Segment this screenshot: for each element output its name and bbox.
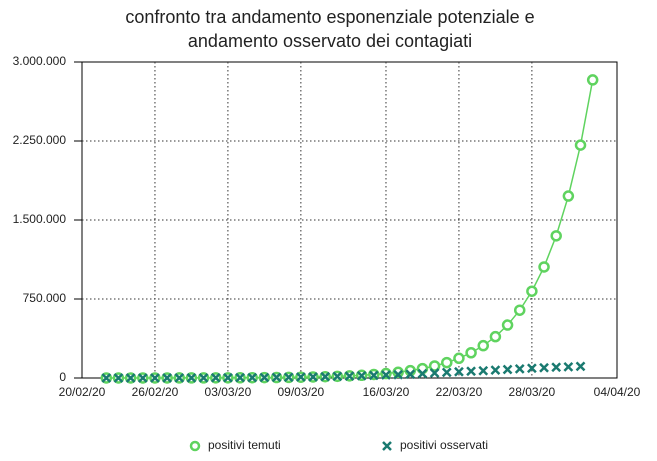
y-tick-label: 1.500.000 — [13, 212, 67, 226]
point — [490, 365, 501, 376]
point — [428, 360, 441, 372]
point — [513, 304, 526, 316]
point — [477, 339, 489, 352]
x-tick-label: 26/02/20 — [132, 385, 179, 399]
point — [344, 371, 355, 382]
point — [320, 371, 331, 382]
y-tick-label: 2.250.000 — [13, 133, 67, 147]
y-tick-label: 0 — [59, 370, 66, 384]
point — [162, 373, 172, 383]
point — [247, 372, 258, 383]
chart-title: confronto tra andamento esponenziale pot… — [125, 7, 534, 27]
point — [235, 372, 245, 383]
point — [478, 365, 489, 376]
point — [125, 373, 136, 383]
point — [562, 190, 575, 202]
point — [392, 366, 404, 379]
point — [466, 366, 476, 377]
chart-title: andamento osservato dei contagiati — [188, 31, 472, 51]
x-tick-label: 09/03/20 — [278, 385, 325, 399]
x-tick-label: 22/03/20 — [436, 385, 483, 399]
point — [137, 373, 148, 383]
point — [527, 363, 537, 374]
series — [100, 74, 599, 384]
point — [150, 373, 160, 383]
x-tick-label: 28/03/20 — [509, 385, 556, 399]
x-tick-label: 04/04/20 — [594, 385, 641, 399]
point — [501, 319, 514, 331]
point — [574, 139, 587, 151]
point — [295, 372, 306, 382]
point — [526, 285, 538, 297]
point — [368, 370, 379, 381]
point — [332, 371, 343, 382]
point — [489, 330, 502, 343]
y-tick-label: 750.000 — [23, 291, 67, 305]
y-tick-label: 3.000.000 — [13, 54, 67, 68]
point — [113, 373, 124, 383]
x-tick-label: 03/03/20 — [205, 385, 252, 399]
series-line — [106, 79, 594, 379]
point — [539, 362, 549, 373]
point — [101, 373, 112, 383]
point — [575, 361, 586, 372]
point — [198, 372, 209, 383]
point — [502, 364, 513, 375]
point — [283, 372, 294, 383]
point — [514, 364, 525, 374]
point — [259, 372, 270, 383]
point — [551, 362, 562, 373]
legend-label: positivi osservati — [400, 438, 488, 452]
legend-label: positivi temuti — [208, 438, 281, 452]
series — [101, 361, 586, 383]
point — [271, 372, 282, 383]
point — [538, 261, 550, 273]
point — [417, 368, 428, 379]
point — [441, 356, 453, 369]
point — [441, 367, 452, 378]
point — [210, 372, 221, 383]
x-tick-label: 20/02/20 — [59, 385, 106, 399]
point — [563, 361, 574, 372]
point — [550, 230, 562, 242]
point — [308, 372, 318, 382]
x-tick-label: 16/03/20 — [363, 385, 410, 399]
point — [393, 369, 404, 380]
legend-marker — [189, 440, 201, 452]
point — [586, 74, 599, 86]
point — [223, 372, 233, 383]
point — [454, 366, 464, 377]
point — [356, 370, 367, 381]
point — [186, 372, 197, 383]
point — [405, 369, 416, 380]
point — [174, 373, 185, 383]
point — [381, 370, 391, 380]
point — [429, 368, 440, 378]
point — [453, 352, 465, 365]
point — [465, 347, 477, 359]
legend-marker — [382, 441, 392, 451]
